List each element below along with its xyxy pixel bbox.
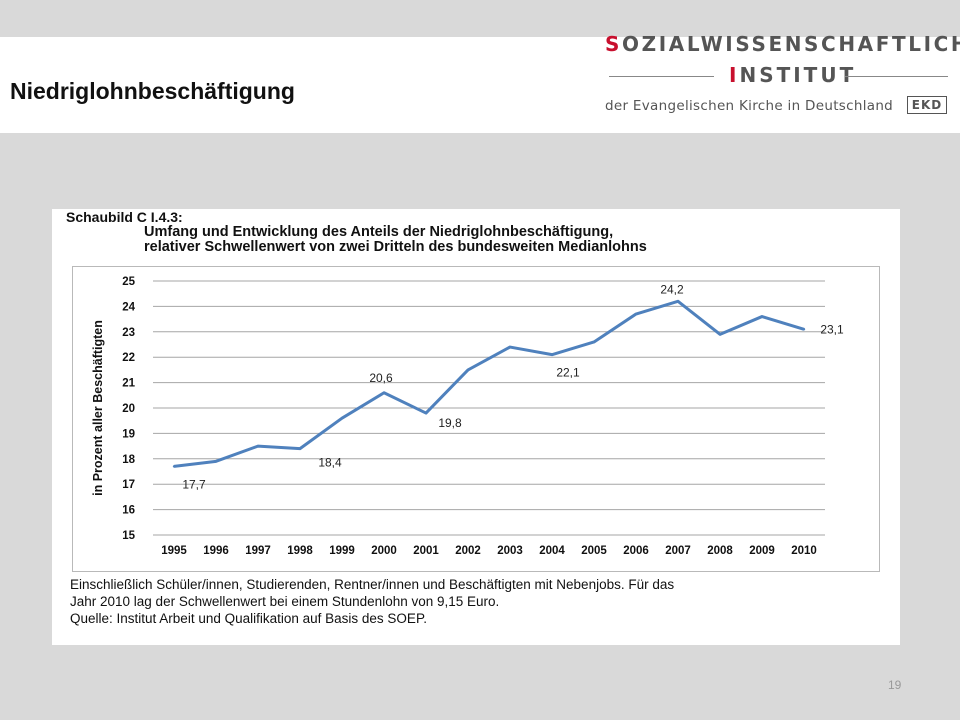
y-axis-label: in Prozent aller Beschäftigten: [91, 320, 105, 496]
x-tick-label: 2009: [749, 545, 775, 557]
x-tick-label: 2010: [791, 545, 817, 557]
data-point: [760, 315, 764, 318]
data-point: [592, 340, 596, 344]
x-tick-label: 2004: [539, 545, 565, 557]
data-point: [340, 416, 344, 420]
figure-title: Umfang und Entwicklung des Anteils der N…: [144, 225, 647, 255]
data-point: [718, 333, 722, 336]
x-tick-label: 1998: [287, 545, 313, 557]
slide-title: Niedriglohnbeschäftigung: [10, 78, 295, 104]
data-point: [550, 353, 554, 356]
data-point: [172, 465, 176, 468]
x-tick-label: 2005: [581, 545, 607, 557]
x-tick-label: 2001: [413, 545, 439, 557]
y-tick-label: 24: [122, 301, 135, 313]
x-tick-label: 1997: [245, 545, 271, 557]
line-chart: in Prozent aller Beschäftigten 15 16 17 18 19…: [91, 276, 844, 557]
data-point: [298, 447, 302, 450]
series-line: [173, 299, 805, 468]
x-tick-label: 1999: [329, 545, 355, 557]
note-line1: Einschließlich Schüler/innen, Studierend…: [70, 577, 675, 592]
chart-frame: in Prozent aller Beschäftigten 15 16 17 18 19…: [72, 266, 880, 572]
y-tick-label: 25: [122, 276, 135, 288]
x-tick-label: 1996: [203, 545, 229, 557]
x-tick-label: 1995: [161, 545, 187, 557]
header-band: [0, 37, 960, 133]
y-tick-label: 19: [122, 428, 135, 440]
data-point: [466, 368, 470, 372]
data-label: 18,4: [318, 456, 342, 470]
logo-rule-left: [609, 76, 714, 77]
page-number: 19: [888, 678, 902, 692]
x-tick-label: 2007: [665, 545, 691, 557]
y-tick-label: 18: [122, 454, 135, 466]
data-label: 22,1: [556, 366, 580, 380]
x-tick-label: 2006: [623, 545, 649, 557]
y-tick-label: 22: [122, 352, 135, 364]
y-tick-label: 16: [122, 505, 135, 517]
data-point: [634, 312, 638, 316]
data-point: [802, 328, 806, 331]
data-label: 23,1: [820, 322, 844, 336]
data-label: 19,8: [438, 416, 462, 430]
figure-label: Schaubild C I.4.3:: [66, 209, 183, 225]
y-tick-label: 23: [122, 327, 135, 339]
x-tick-label: 2008: [707, 545, 733, 557]
x-tick-label: 2003: [497, 545, 523, 557]
logo-line3: der Evangelischen Kirche in Deutschland: [605, 98, 894, 114]
ekd-badge: EKD: [907, 96, 947, 114]
figure-title-line1: Umfang und Entwicklung des Anteils der N…: [144, 224, 614, 240]
logo-rule-right: [845, 76, 948, 77]
note-line2: Jahr 2010 lag der Schwellenwert bei eine…: [70, 594, 500, 609]
data-label: 20,6: [369, 371, 393, 385]
x-tick-label: 2002: [455, 545, 481, 557]
data-point: [676, 300, 680, 303]
institute-logo: SOZIALWISSENSCHAFTLICHES INSTITUT der Ev…: [605, 30, 960, 125]
figure-note: Einschließlich Schüler/innen, Studierend…: [70, 576, 870, 627]
figure-panel: Schaubild C I.4.3: Umfang und Entwicklun…: [52, 209, 900, 645]
x-tick-label: 2000: [371, 545, 397, 557]
data-label: 24,2: [660, 282, 684, 296]
logo-line2: INSTITUT: [729, 63, 857, 87]
y-tick-label: 17: [122, 479, 135, 491]
y-tick-label: 20: [122, 403, 135, 415]
data-point: [256, 444, 260, 448]
data-point: [508, 345, 512, 349]
data-point: [214, 460, 218, 463]
data-point: [382, 391, 386, 394]
y-tick-label: 21: [122, 378, 135, 390]
data-label: 17,7: [182, 477, 206, 491]
note-line3: Quelle: Institut Arbeit und Qualifikatio…: [70, 611, 427, 626]
data-point: [424, 411, 428, 415]
y-tick-label: 15: [122, 530, 135, 542]
logo-line1: SOZIALWISSENSCHAFTLICHES: [605, 32, 960, 56]
figure-title-line2: relativer Schwellenwert von zwei Drittel…: [144, 239, 647, 255]
